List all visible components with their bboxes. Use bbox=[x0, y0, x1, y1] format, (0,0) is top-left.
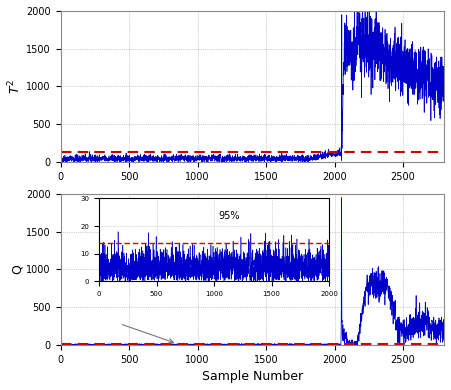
X-axis label: Sample Number: Sample Number bbox=[202, 370, 303, 383]
Y-axis label: $T^2$: $T^2$ bbox=[7, 79, 23, 94]
Y-axis label: Q: Q bbox=[10, 264, 23, 274]
